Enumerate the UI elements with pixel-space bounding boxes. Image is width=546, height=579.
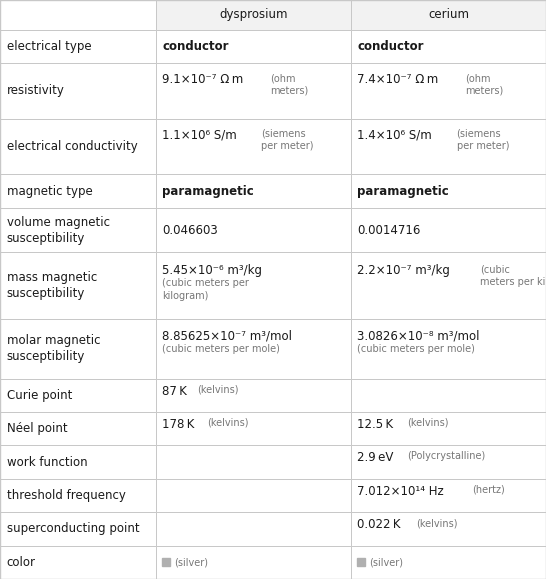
Text: work function: work function xyxy=(7,456,87,468)
Bar xyxy=(0,119,156,174)
Bar xyxy=(351,545,546,579)
Text: 12.5 K: 12.5 K xyxy=(357,418,394,431)
Bar xyxy=(351,63,546,119)
Bar xyxy=(351,119,546,174)
Bar xyxy=(0,63,156,119)
Bar xyxy=(162,558,170,566)
Bar xyxy=(351,412,546,445)
Text: (Polycrystalline): (Polycrystalline) xyxy=(407,452,485,461)
Text: 2.2×10⁻⁷ m³/kg: 2.2×10⁻⁷ m³/kg xyxy=(357,265,450,277)
Text: dysprosium: dysprosium xyxy=(219,8,287,21)
Text: (ohm
meters): (ohm meters) xyxy=(270,73,308,96)
Text: 87 K: 87 K xyxy=(162,384,187,398)
Text: (silver): (silver) xyxy=(174,558,208,567)
Bar xyxy=(351,319,546,379)
Text: threshold frequency: threshold frequency xyxy=(7,489,126,502)
Text: (ohm
meters): (ohm meters) xyxy=(465,73,503,96)
Text: volume magnetic
susceptibility: volume magnetic susceptibility xyxy=(7,215,110,244)
Text: (cubic meters per
kilogram): (cubic meters per kilogram) xyxy=(162,278,249,301)
Text: Curie point: Curie point xyxy=(7,389,72,402)
Bar xyxy=(351,208,546,252)
Text: mass magnetic
susceptibility: mass magnetic susceptibility xyxy=(7,272,97,301)
Text: (kelvins): (kelvins) xyxy=(207,418,248,428)
Text: (hertz): (hertz) xyxy=(472,485,505,495)
Bar xyxy=(351,30,546,63)
Text: color: color xyxy=(7,556,35,569)
Bar xyxy=(351,379,546,412)
Text: (cubic
meters per kilogram): (cubic meters per kilogram) xyxy=(480,265,546,287)
Bar xyxy=(156,63,351,119)
Text: magnetic type: magnetic type xyxy=(7,185,92,197)
Bar xyxy=(0,379,156,412)
Bar xyxy=(0,30,156,63)
Text: 178 K: 178 K xyxy=(162,418,194,431)
Text: 5.45×10⁻⁶ m³/kg: 5.45×10⁻⁶ m³/kg xyxy=(162,265,262,277)
Bar xyxy=(156,208,351,252)
Text: electrical conductivity: electrical conductivity xyxy=(7,140,137,153)
Text: Néel point: Néel point xyxy=(7,422,67,435)
Text: 0.046603: 0.046603 xyxy=(162,223,218,237)
Bar xyxy=(156,174,351,208)
Bar xyxy=(156,545,351,579)
Text: (cubic meters per mole): (cubic meters per mole) xyxy=(162,344,280,354)
Bar xyxy=(156,30,351,63)
Bar xyxy=(351,512,546,545)
Text: (kelvins): (kelvins) xyxy=(197,384,239,395)
Bar xyxy=(0,445,156,479)
Bar xyxy=(351,445,546,479)
Bar xyxy=(0,319,156,379)
Bar xyxy=(351,252,546,319)
Bar xyxy=(156,0,351,30)
Bar xyxy=(156,252,351,319)
Bar xyxy=(156,479,351,512)
Bar xyxy=(156,512,351,545)
Text: conductor: conductor xyxy=(162,40,229,53)
Text: 0.0014716: 0.0014716 xyxy=(357,223,421,237)
Text: electrical type: electrical type xyxy=(7,40,91,53)
Text: conductor: conductor xyxy=(357,40,424,53)
Text: (siemens
per meter): (siemens per meter) xyxy=(262,129,314,151)
Text: 1.4×10⁶ S/m: 1.4×10⁶ S/m xyxy=(357,129,432,142)
Text: superconducting point: superconducting point xyxy=(7,522,139,536)
Text: 9.1×10⁻⁷ Ω m: 9.1×10⁻⁷ Ω m xyxy=(162,73,244,86)
Text: (silver): (silver) xyxy=(369,558,403,567)
Bar xyxy=(0,252,156,319)
Bar xyxy=(156,379,351,412)
Text: molar magnetic
susceptibility: molar magnetic susceptibility xyxy=(7,335,100,364)
Bar xyxy=(0,479,156,512)
Text: resistivity: resistivity xyxy=(7,85,64,97)
Bar xyxy=(357,558,365,566)
Bar xyxy=(0,412,156,445)
Bar xyxy=(0,174,156,208)
Bar xyxy=(351,174,546,208)
Text: 0.022 K: 0.022 K xyxy=(357,518,401,531)
Text: (kelvins): (kelvins) xyxy=(407,418,448,428)
Bar xyxy=(156,412,351,445)
Text: paramagnetic: paramagnetic xyxy=(357,185,449,197)
Bar xyxy=(0,208,156,252)
Bar xyxy=(0,545,156,579)
Text: 8.85625×10⁻⁷ m³/mol: 8.85625×10⁻⁷ m³/mol xyxy=(162,330,292,343)
Bar xyxy=(156,319,351,379)
Text: 7.4×10⁻⁷ Ω m: 7.4×10⁻⁷ Ω m xyxy=(357,73,438,86)
Text: (kelvins): (kelvins) xyxy=(416,518,458,528)
Text: paramagnetic: paramagnetic xyxy=(162,185,254,197)
Bar xyxy=(351,0,546,30)
Text: 7.012×10¹⁴ Hz: 7.012×10¹⁴ Hz xyxy=(357,485,444,498)
Text: (cubic meters per mole): (cubic meters per mole) xyxy=(357,344,475,354)
Text: cerium: cerium xyxy=(428,8,469,21)
Text: 3.0826×10⁻⁸ m³/mol: 3.0826×10⁻⁸ m³/mol xyxy=(357,330,480,343)
Bar xyxy=(0,512,156,545)
Bar xyxy=(351,479,546,512)
Bar xyxy=(156,119,351,174)
Text: (siemens
per meter): (siemens per meter) xyxy=(456,129,509,151)
Text: 2.9 eV: 2.9 eV xyxy=(357,452,394,464)
Text: 1.1×10⁶ S/m: 1.1×10⁶ S/m xyxy=(162,129,237,142)
Bar xyxy=(156,445,351,479)
Bar xyxy=(0,0,156,30)
